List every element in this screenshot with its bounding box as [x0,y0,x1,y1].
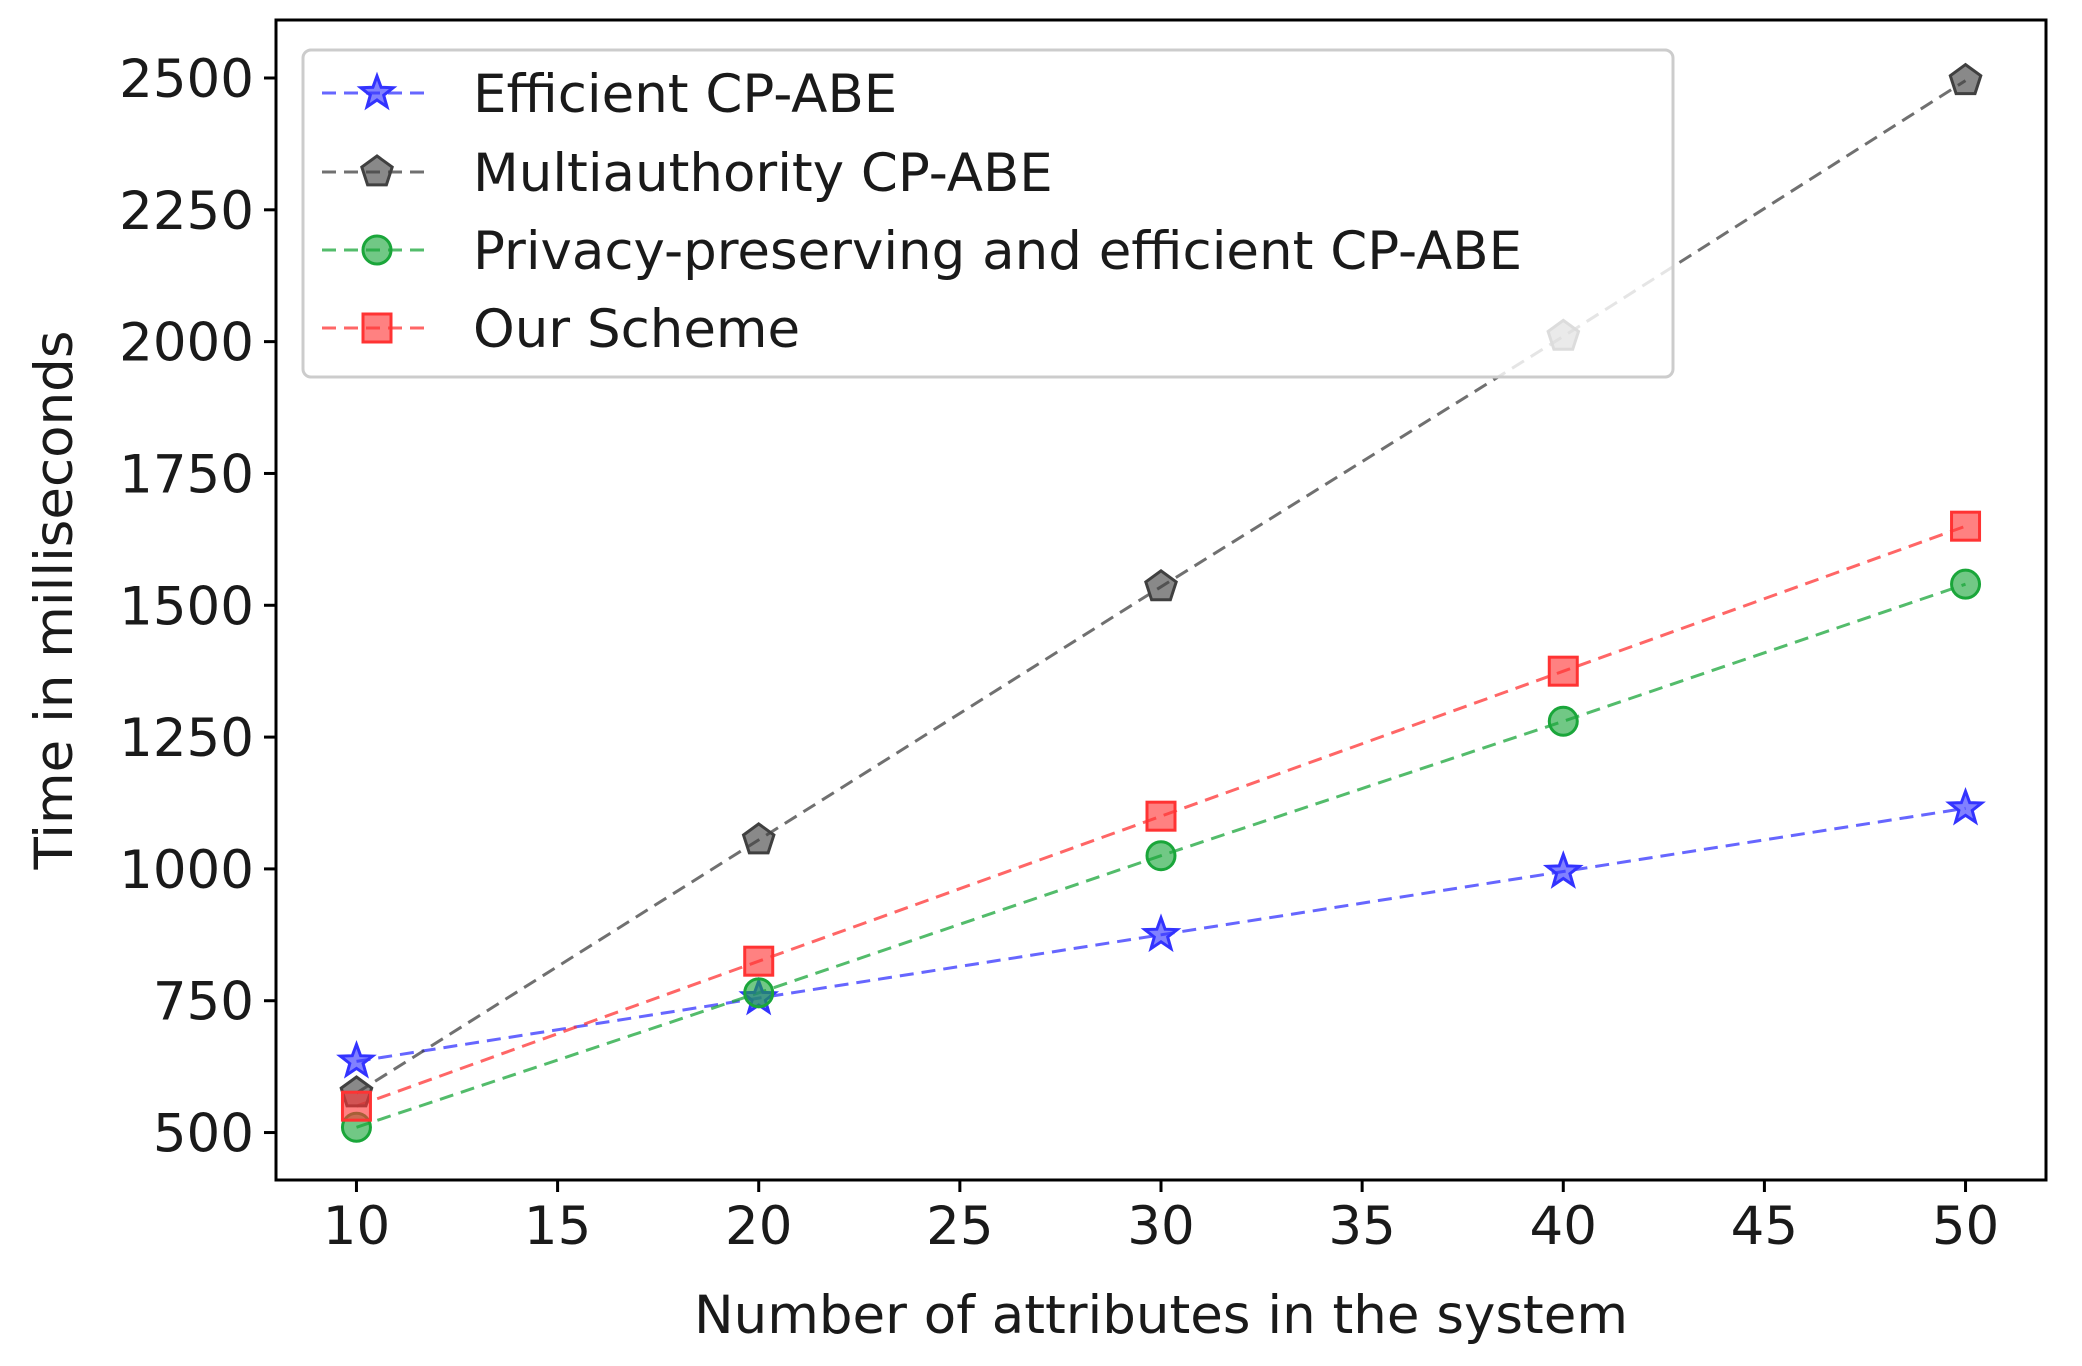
data-point [743,945,775,977]
x-tick-label: 20 [725,1196,792,1257]
data-point [1542,850,1584,889]
legend-marker [356,71,398,111]
y-tick-label: 1250 [119,708,254,769]
data-point [1145,840,1177,872]
data-point [741,822,776,855]
y-tick-label: 1000 [119,840,254,901]
x-tick-label: 50 [1932,1196,1999,1257]
data-point [340,1090,372,1122]
data-point [1945,786,1986,826]
x-axis: 10 15 20 25 30 35 40 45 50 [323,1180,1999,1257]
legend-label: Efficient CP-ABE [473,64,897,125]
data-point [1547,705,1579,737]
data-point [1547,655,1579,687]
x-tick-label: 35 [1328,1196,1395,1257]
data-point [336,1040,377,1079]
y-tick-label: 500 [153,1104,254,1165]
legend-marker [361,312,393,344]
x-tick-label: 45 [1731,1196,1798,1257]
legend-marker [361,234,393,266]
y-axis-label: Time in milliseconds [24,331,85,871]
y-tick-label: 2000 [119,313,254,374]
x-tick-label: 15 [524,1196,591,1257]
x-tick-label: 10 [323,1196,390,1257]
x-tick-label: 40 [1530,1196,1597,1257]
data-point [1948,62,1983,96]
y-tick-label: 750 [153,972,254,1033]
legend-marker [360,154,394,187]
data-point [1140,913,1182,953]
data-point [743,977,775,1009]
y-tick-label: 2250 [119,181,254,242]
data-point [1950,510,1982,542]
legend-label: Multiauthority CP-ABE [473,143,1053,204]
legend-box [301,48,1675,379]
x-tick-label: 30 [1127,1196,1194,1257]
legend-label: Our Scheme [473,299,800,360]
legend: Efficient CP-ABE Multiauthority CP-ABE Pri… [301,48,1675,379]
y-tick-label: 2500 [119,49,254,110]
legend-label: Privacy-preserving and efficient CP-ABE [473,221,1522,282]
y-tick-label: 1500 [119,576,254,637]
y-tick-label: 1750 [119,444,254,505]
data-point [1950,568,1982,600]
data-point [1145,800,1177,832]
data-point [1144,568,1178,602]
x-axis-label: Number of attributes in the system [694,1285,1628,1346]
x-tick-label: 25 [926,1196,993,1257]
y-axis: 500 750 1000 1250 1500 1750 2000 2250 2500 [119,49,276,1165]
